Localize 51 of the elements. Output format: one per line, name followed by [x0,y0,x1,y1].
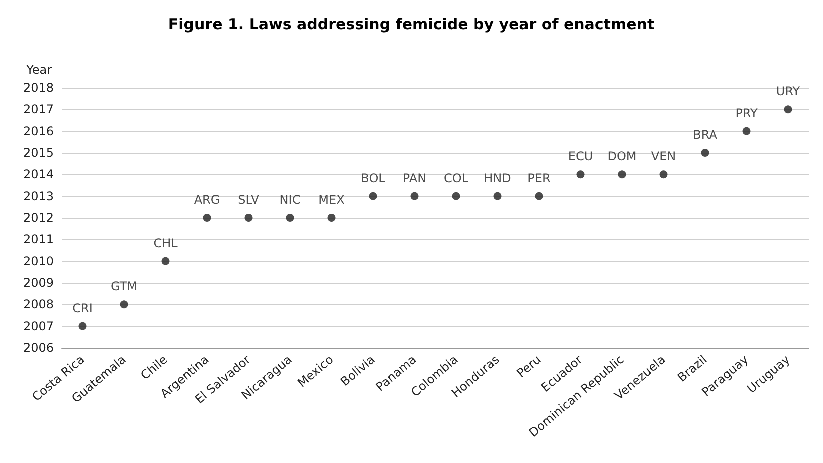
data-label: PRY [736,106,758,120]
data-label: URY [776,84,801,99]
data-label: DOM [608,150,637,164]
point [162,257,170,266]
y-tick-label: 2014 [23,168,54,182]
data-label: HND [484,171,512,186]
point [452,192,460,200]
data-label: PAN [402,171,427,186]
y-tick-label: 2008 [23,298,54,312]
point [784,106,792,114]
data-label: BOL [361,171,386,186]
data-label: ARG [194,193,220,207]
point [494,192,502,200]
point [244,214,253,222]
y-tick-label: 2017 [23,102,54,117]
y-tick-label: 2012 [23,211,54,225]
y-tick-label: 2018 [23,81,54,95]
data-label: CHL [154,236,178,250]
y-axis-title: Year [26,63,52,77]
point [701,149,710,157]
y-tick-label: 2007 [23,319,54,334]
point [120,300,128,309]
data-label: PER [528,171,551,186]
point [410,192,419,200]
data-label: MEX [318,193,345,207]
y-tick-label: 2015 [23,146,54,160]
data-label: BRA [693,128,718,142]
data-label: SLV [238,193,260,207]
data-label: CRI [72,301,93,316]
point [203,214,212,222]
point [618,170,626,179]
point [660,170,668,179]
point [576,170,585,179]
y-tick-label: 2016 [23,124,54,138]
y-tick-label: 2010 [23,254,54,268]
data-label: GTM [110,280,138,294]
data-label: ECU [568,150,594,164]
data-label: NIC [280,193,301,207]
point [369,192,378,200]
y-tick-label: 2009 [23,276,54,290]
y-tick-label: 2006 [23,341,54,355]
point [286,214,294,222]
point [535,192,544,200]
data-label: VEN [651,150,676,164]
point [78,322,87,330]
point [742,127,751,136]
point [328,214,336,222]
y-tick-label: 2013 [23,189,54,204]
chart-title: Figure 1. Laws addressing femicide by year of enactment [168,16,655,34]
y-tick-label: 2011 [23,232,54,247]
data-label: COL [444,171,469,186]
